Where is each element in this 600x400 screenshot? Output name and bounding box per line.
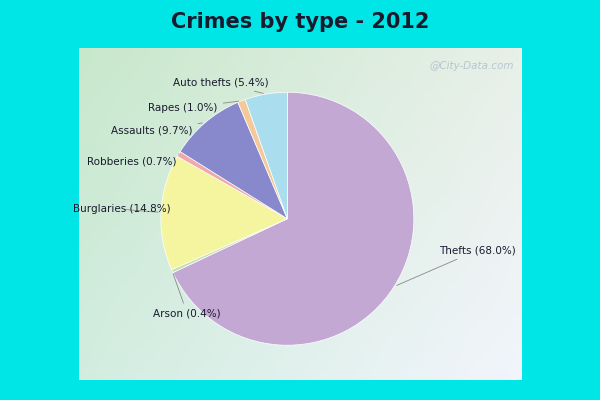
Text: Auto thefts (5.4%): Auto thefts (5.4%) xyxy=(173,78,268,94)
Wedge shape xyxy=(180,102,287,219)
Text: Rapes (1.0%): Rapes (1.0%) xyxy=(148,101,239,113)
Wedge shape xyxy=(173,92,414,345)
Text: Burglaries (14.8%): Burglaries (14.8%) xyxy=(73,204,170,214)
Text: Arson (0.4%): Arson (0.4%) xyxy=(154,274,221,318)
Text: Robberies (0.7%): Robberies (0.7%) xyxy=(87,154,179,167)
Text: @City-Data.com: @City-Data.com xyxy=(429,61,514,71)
Text: Thefts (68.0%): Thefts (68.0%) xyxy=(397,245,516,286)
Wedge shape xyxy=(245,92,287,219)
Text: Crimes by type - 2012: Crimes by type - 2012 xyxy=(171,12,429,32)
Wedge shape xyxy=(172,219,287,272)
Wedge shape xyxy=(177,152,287,219)
Wedge shape xyxy=(238,100,287,219)
Text: Assaults (9.7%): Assaults (9.7%) xyxy=(111,123,202,135)
Wedge shape xyxy=(161,156,287,270)
